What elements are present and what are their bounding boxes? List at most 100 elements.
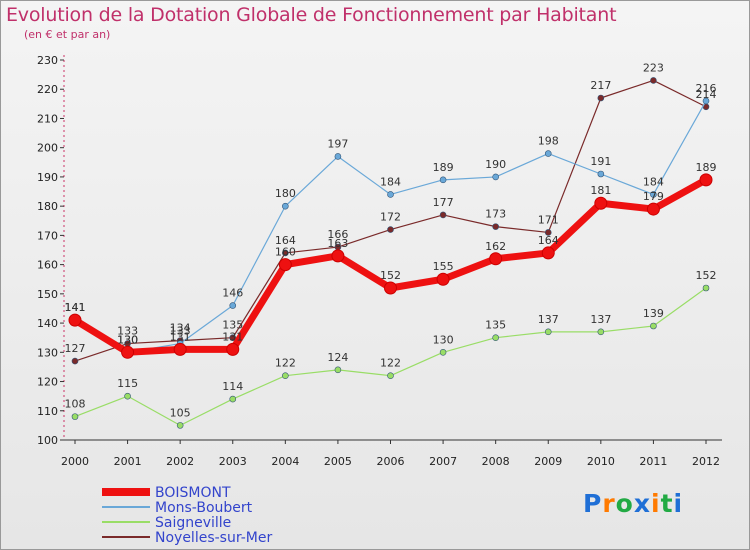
data-label: 163 bbox=[327, 237, 348, 250]
data-point bbox=[492, 334, 499, 341]
chart-subtitle: (en € et par an) bbox=[24, 28, 111, 41]
data-point bbox=[699, 173, 713, 187]
legend-label: BOISMONT bbox=[155, 485, 231, 501]
data-point bbox=[71, 413, 79, 420]
data-label: 137 bbox=[538, 313, 559, 326]
data-point bbox=[121, 345, 135, 359]
data-label: 130 bbox=[117, 333, 138, 346]
y-tick-label: 130 bbox=[37, 346, 58, 359]
data-label: 108 bbox=[65, 398, 86, 411]
data-label: 179 bbox=[643, 190, 664, 203]
y-tick-label: 170 bbox=[37, 229, 58, 242]
data-point bbox=[702, 97, 710, 105]
data-point bbox=[173, 342, 187, 356]
logo-letter: x bbox=[633, 489, 651, 518]
data-point bbox=[334, 153, 342, 160]
data-label: 197 bbox=[327, 137, 348, 150]
data-point bbox=[702, 284, 710, 292]
y-tick-label: 210 bbox=[37, 112, 58, 125]
x-tick-label: 2003 bbox=[219, 455, 247, 468]
data-label: 171 bbox=[538, 213, 559, 226]
data-label: 139 bbox=[643, 307, 664, 320]
x-tick-label: 2008 bbox=[482, 455, 510, 468]
proxiti-logo: Proxiti bbox=[583, 489, 683, 518]
data-label: 141 bbox=[65, 301, 86, 314]
y-tick-label: 200 bbox=[37, 142, 58, 155]
data-point bbox=[71, 357, 79, 365]
data-point bbox=[282, 249, 289, 257]
logo-letter: i bbox=[673, 489, 684, 518]
data-label: 155 bbox=[433, 260, 454, 273]
data-label: 114 bbox=[222, 380, 243, 393]
data-point bbox=[334, 366, 342, 374]
legend-entry: Saigneville bbox=[102, 515, 231, 531]
data-point bbox=[597, 328, 605, 336]
data-point bbox=[544, 150, 552, 157]
data-point bbox=[544, 328, 552, 336]
series-boismont bbox=[68, 173, 713, 359]
data-label: 122 bbox=[275, 357, 296, 370]
data-label: 217 bbox=[590, 79, 611, 92]
data-label: 164 bbox=[538, 234, 559, 247]
data-point bbox=[489, 252, 503, 266]
series-lines bbox=[68, 77, 713, 429]
legend-label: Mons-Boubert bbox=[155, 500, 253, 516]
data-label: 133 bbox=[170, 325, 191, 338]
x-tick-label: 2007 bbox=[429, 455, 457, 468]
data-labels: 141 130 131 131 160 163 152 155 162 164 181 179 189 1… bbox=[65, 61, 717, 419]
axes: 100 110 120 130 140 150 160 170 180 190 200 210 220 2… bbox=[37, 54, 722, 468]
data-point bbox=[68, 313, 82, 327]
data-point bbox=[650, 77, 657, 84]
series-saigneville bbox=[71, 284, 710, 429]
data-point bbox=[387, 372, 394, 379]
data-label: 127 bbox=[65, 342, 86, 355]
data-point bbox=[492, 223, 499, 230]
logo-letter: t bbox=[660, 489, 674, 518]
x-tick-label: 2011 bbox=[639, 455, 667, 468]
data-point bbox=[331, 249, 345, 263]
legend: BOISMONTMons-BoubertSaignevilleNoyelles-… bbox=[102, 485, 272, 546]
logo-letter: P bbox=[583, 489, 603, 518]
y-tick-label: 110 bbox=[37, 405, 58, 418]
data-label: 115 bbox=[117, 377, 138, 390]
data-label: 184 bbox=[380, 175, 401, 188]
x-tick-label: 2004 bbox=[271, 455, 299, 468]
y-tick-label: 140 bbox=[37, 317, 58, 330]
data-point bbox=[226, 342, 240, 356]
data-label: 130 bbox=[433, 333, 454, 346]
data-label: 135 bbox=[485, 319, 506, 332]
data-point bbox=[594, 196, 608, 210]
data-label: 152 bbox=[696, 269, 717, 282]
data-label: 223 bbox=[643, 61, 664, 74]
data-label: 173 bbox=[485, 208, 506, 221]
data-point bbox=[436, 272, 450, 286]
data-point bbox=[597, 170, 605, 178]
data-label: 130 bbox=[117, 333, 138, 346]
data-point bbox=[439, 211, 447, 219]
data-point bbox=[282, 372, 289, 379]
x-tick-label: 2000 bbox=[61, 455, 89, 468]
y-tick-label: 180 bbox=[37, 200, 58, 213]
data-point bbox=[176, 422, 184, 429]
y-tick-label: 100 bbox=[37, 434, 58, 447]
data-label: 146 bbox=[222, 287, 243, 300]
data-label: 124 bbox=[327, 351, 348, 364]
x-tick-label: 2009 bbox=[534, 455, 562, 468]
data-label: 137 bbox=[590, 313, 611, 326]
legend-entry: Noyelles-sur-Mer bbox=[102, 530, 272, 546]
data-label: 134 bbox=[170, 322, 191, 335]
chart-title: Evolution de la Dotation Globale de Fonc… bbox=[6, 4, 617, 26]
data-label: 216 bbox=[696, 82, 717, 95]
data-point bbox=[541, 246, 555, 260]
data-label: 166 bbox=[327, 228, 348, 241]
data-point bbox=[646, 202, 660, 216]
y-tick-label: 160 bbox=[37, 259, 58, 272]
x-tick-label: 2012 bbox=[692, 455, 720, 468]
data-point bbox=[544, 229, 552, 236]
data-label: 131 bbox=[222, 330, 243, 343]
legend-entry: BOISMONT bbox=[102, 485, 231, 501]
data-point bbox=[229, 302, 237, 309]
data-point bbox=[124, 392, 131, 400]
y-tick-label: 220 bbox=[37, 83, 58, 96]
